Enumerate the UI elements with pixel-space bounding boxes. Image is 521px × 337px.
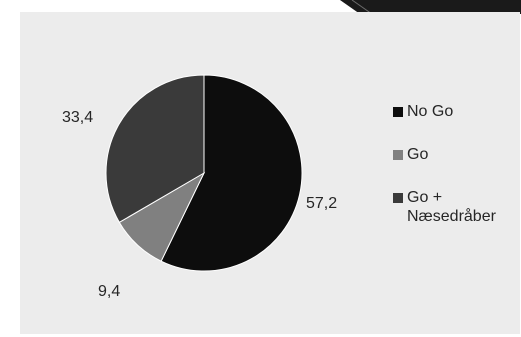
legend-label-go: Go — [407, 146, 429, 163]
legend-label-no-go: No Go — [407, 103, 454, 120]
pie-slice-no-go — [160, 74, 303, 272]
pie-slices — [105, 74, 303, 272]
legend-swatch-go — [393, 150, 403, 160]
chart-legend: No Go Go Go + Næsedråber — [393, 102, 521, 226]
pie-slice-go-næsedråber — [105, 74, 205, 224]
corner-decoration — [340, 0, 521, 14]
legend-swatch-go-naesedraaber — [393, 193, 403, 203]
legend-label-go-naesedraaber: Go + Næsedråber — [407, 189, 496, 225]
data-label-no-go: 57,2 — [306, 195, 337, 212]
data-label-go-naesedraaber: 33,4 — [62, 109, 93, 126]
legend-item-go: Go — [393, 145, 521, 164]
data-label-go: 9,4 — [98, 283, 120, 300]
legend-item-no-go: No Go — [393, 102, 521, 121]
legend-swatch-no-go — [393, 107, 403, 117]
legend-item-go-naesedraaber: Go + Næsedråber — [393, 188, 521, 226]
